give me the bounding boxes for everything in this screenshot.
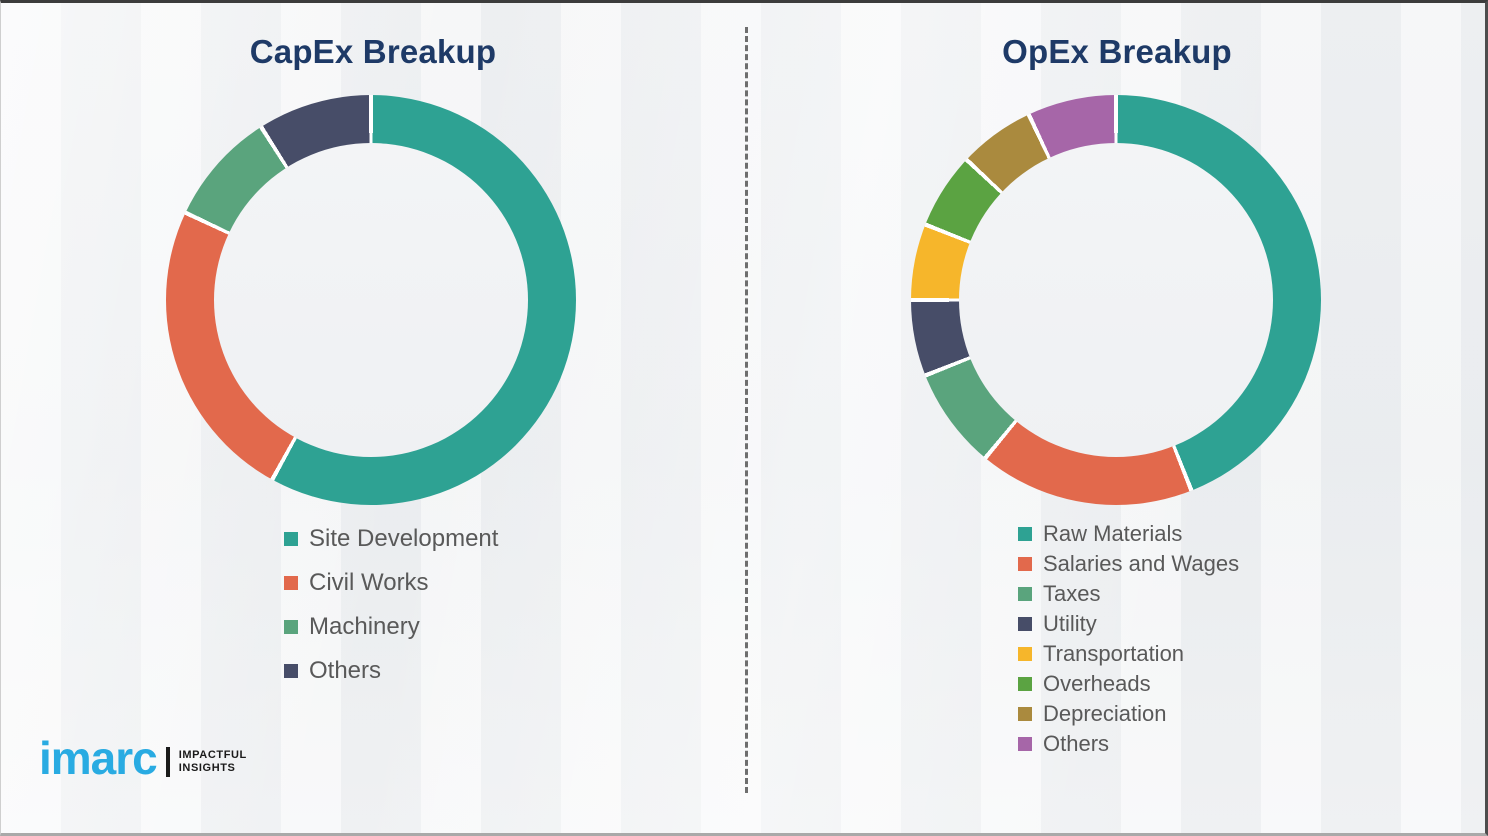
legend-label: Transportation — [1043, 641, 1185, 666]
imarc-logo-tagline: IMPACTFUL INSIGHTS — [179, 749, 247, 774]
legend-label: Depreciation — [1043, 701, 1167, 726]
capex-donut-hole — [214, 143, 528, 457]
legend-swatch-icon — [284, 664, 298, 678]
legend-label: Utility — [1043, 611, 1097, 636]
legend-swatch-icon — [284, 620, 298, 634]
legend-label: Civil Works — [309, 569, 429, 596]
legend-item: Depreciation — [1018, 699, 1239, 729]
opex-chart-title: OpEx Breakup — [1002, 33, 1232, 70]
legend-swatch-icon — [1018, 527, 1032, 541]
legend-item: Civil Works — [284, 561, 498, 605]
imarc-logo-wordmark: imarc — [39, 732, 158, 784]
legend-swatch-icon — [1018, 617, 1032, 631]
legend-swatch-icon — [1018, 677, 1032, 691]
opex-legend: Raw Materials Salaries and Wages Taxes Util… — [1018, 519, 1239, 759]
legend-label: Overheads — [1043, 671, 1151, 696]
opex-donut-chart — [911, 95, 1321, 505]
legend-swatch-icon — [284, 532, 298, 546]
legend-item: Site Development — [284, 517, 498, 561]
legend-item: Others — [284, 649, 498, 693]
legend-label: Others — [1043, 731, 1110, 756]
capex-chart-title: CapEx Breakup — [249, 33, 497, 70]
legend-label: Others — [309, 657, 382, 684]
legend-item: Transportation — [1018, 639, 1239, 669]
capex-donut-chart — [166, 95, 576, 505]
legend-item: Overheads — [1018, 669, 1239, 699]
legend-swatch-icon — [1018, 557, 1032, 571]
imarc-logo: imarc IMPACTFUL INSIGHTS — [39, 735, 247, 781]
legend-item: Machinery — [284, 605, 498, 649]
legend-swatch-icon — [1018, 707, 1032, 721]
legend-label: Site Development — [309, 525, 499, 552]
legend-label: Raw Materials — [1043, 521, 1183, 546]
vertical-dashed-divider — [745, 27, 748, 793]
legend-item: Raw Materials — [1018, 519, 1239, 549]
legend-label: Machinery — [309, 613, 420, 640]
legend-item: Taxes — [1018, 579, 1239, 609]
legend-label: Salaries and Wages — [1043, 551, 1240, 576]
opex-donut-hole — [959, 143, 1273, 457]
capex-legend: Site Development Civil Works Machinery Othe… — [284, 517, 498, 693]
imarc-tagline-line2: INSIGHTS — [178, 762, 236, 774]
legend-swatch-icon — [284, 576, 298, 590]
legend-item: Utility — [1018, 609, 1239, 639]
imarc-logo-divider-bar — [165, 747, 170, 777]
legend-swatch-icon — [1018, 587, 1032, 601]
imarc-tagline-line1: IMPACTFUL — [178, 749, 247, 762]
legend-item: Others — [1018, 729, 1239, 759]
legend-swatch-icon — [1018, 647, 1032, 661]
legend-label: Taxes — [1043, 581, 1101, 606]
legend-swatch-icon — [1018, 737, 1032, 751]
legend-item: Salaries and Wages — [1018, 549, 1239, 579]
